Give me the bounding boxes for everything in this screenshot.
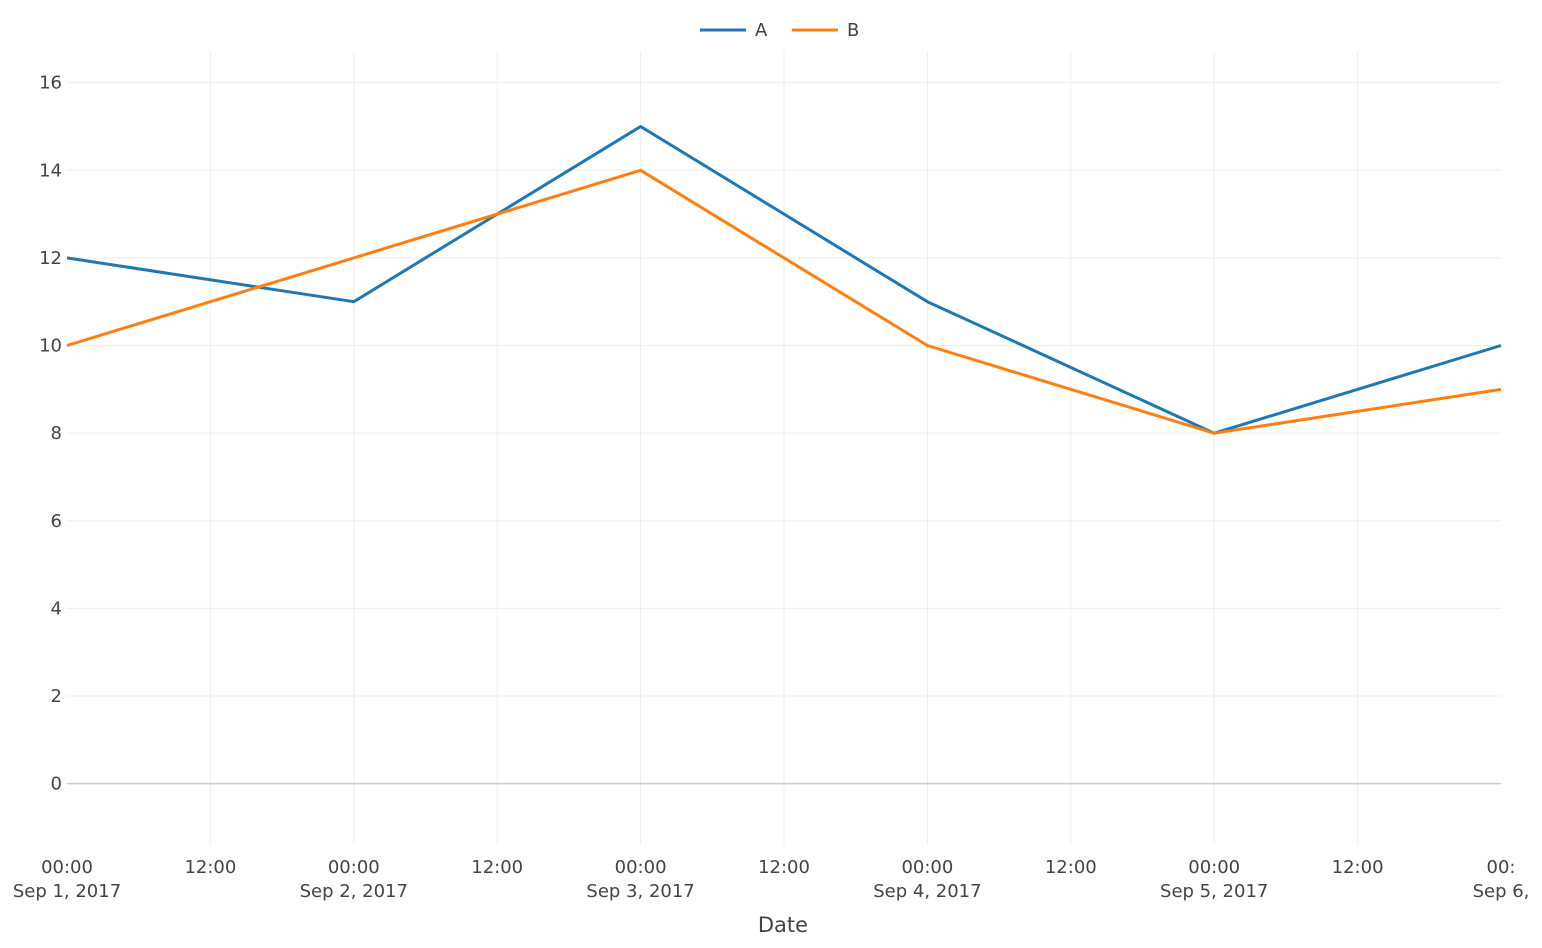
y-tick-label: 2: [51, 686, 62, 707]
x-tick-label-date: Sep 4, 2017: [873, 881, 981, 902]
series-line-a: [66, 125, 1502, 435]
y-tick-label: 4: [51, 598, 62, 619]
y-tick-label: 10: [39, 336, 62, 357]
grid: [67, 52, 1501, 845]
x-tick-label-date: Sep 1, 2017: [13, 881, 121, 902]
x-tick-label: 12:00: [471, 857, 523, 878]
x-tick-label-date: Sep 2, 2017: [300, 881, 408, 902]
y-axis-ticks: 0 2 4 6 8 10 12 14 16: [39, 73, 62, 795]
x-tick-label: 00:00: [1188, 857, 1240, 878]
legend-item-a[interactable]: A: [700, 20, 768, 41]
x-tick-label-date: Sep 6,: [1473, 881, 1530, 902]
x-axis-title: Date: [758, 913, 808, 937]
x-tick-label: 12:00: [758, 857, 810, 878]
series-line-b: [66, 168, 1502, 435]
x-tick-label: 00:00: [41, 857, 93, 878]
x-tick-label: 12:00: [184, 857, 236, 878]
x-tick-label: 12:00: [1045, 857, 1097, 878]
legend-label: A: [755, 20, 768, 41]
x-axis-ticks: 00:00 Sep 1, 2017 12:00 00:00 Sep 2, 2017 12:…: [13, 857, 1530, 902]
legend-item-b[interactable]: B: [792, 20, 859, 41]
x-tick-label-date: Sep 5, 2017: [1160, 881, 1268, 902]
x-tick-label: 12:00: [1332, 857, 1384, 878]
y-tick-label: 8: [51, 423, 62, 444]
y-tick-label: 16: [39, 73, 62, 94]
legend-label: B: [847, 20, 859, 41]
y-tick-label: 6: [51, 511, 62, 532]
y-tick-label: 12: [39, 248, 62, 269]
y-tick-label: 14: [39, 160, 62, 181]
x-tick-label: 00:00: [901, 857, 953, 878]
x-tick-label-date: Sep 3, 2017: [586, 881, 694, 902]
x-tick-label: 00:00: [615, 857, 667, 878]
series-group: [66, 125, 1502, 435]
x-tick-label: 00:00: [328, 857, 380, 878]
x-tick-label: 00:: [1487, 857, 1516, 878]
y-tick-label: 0: [51, 774, 62, 795]
